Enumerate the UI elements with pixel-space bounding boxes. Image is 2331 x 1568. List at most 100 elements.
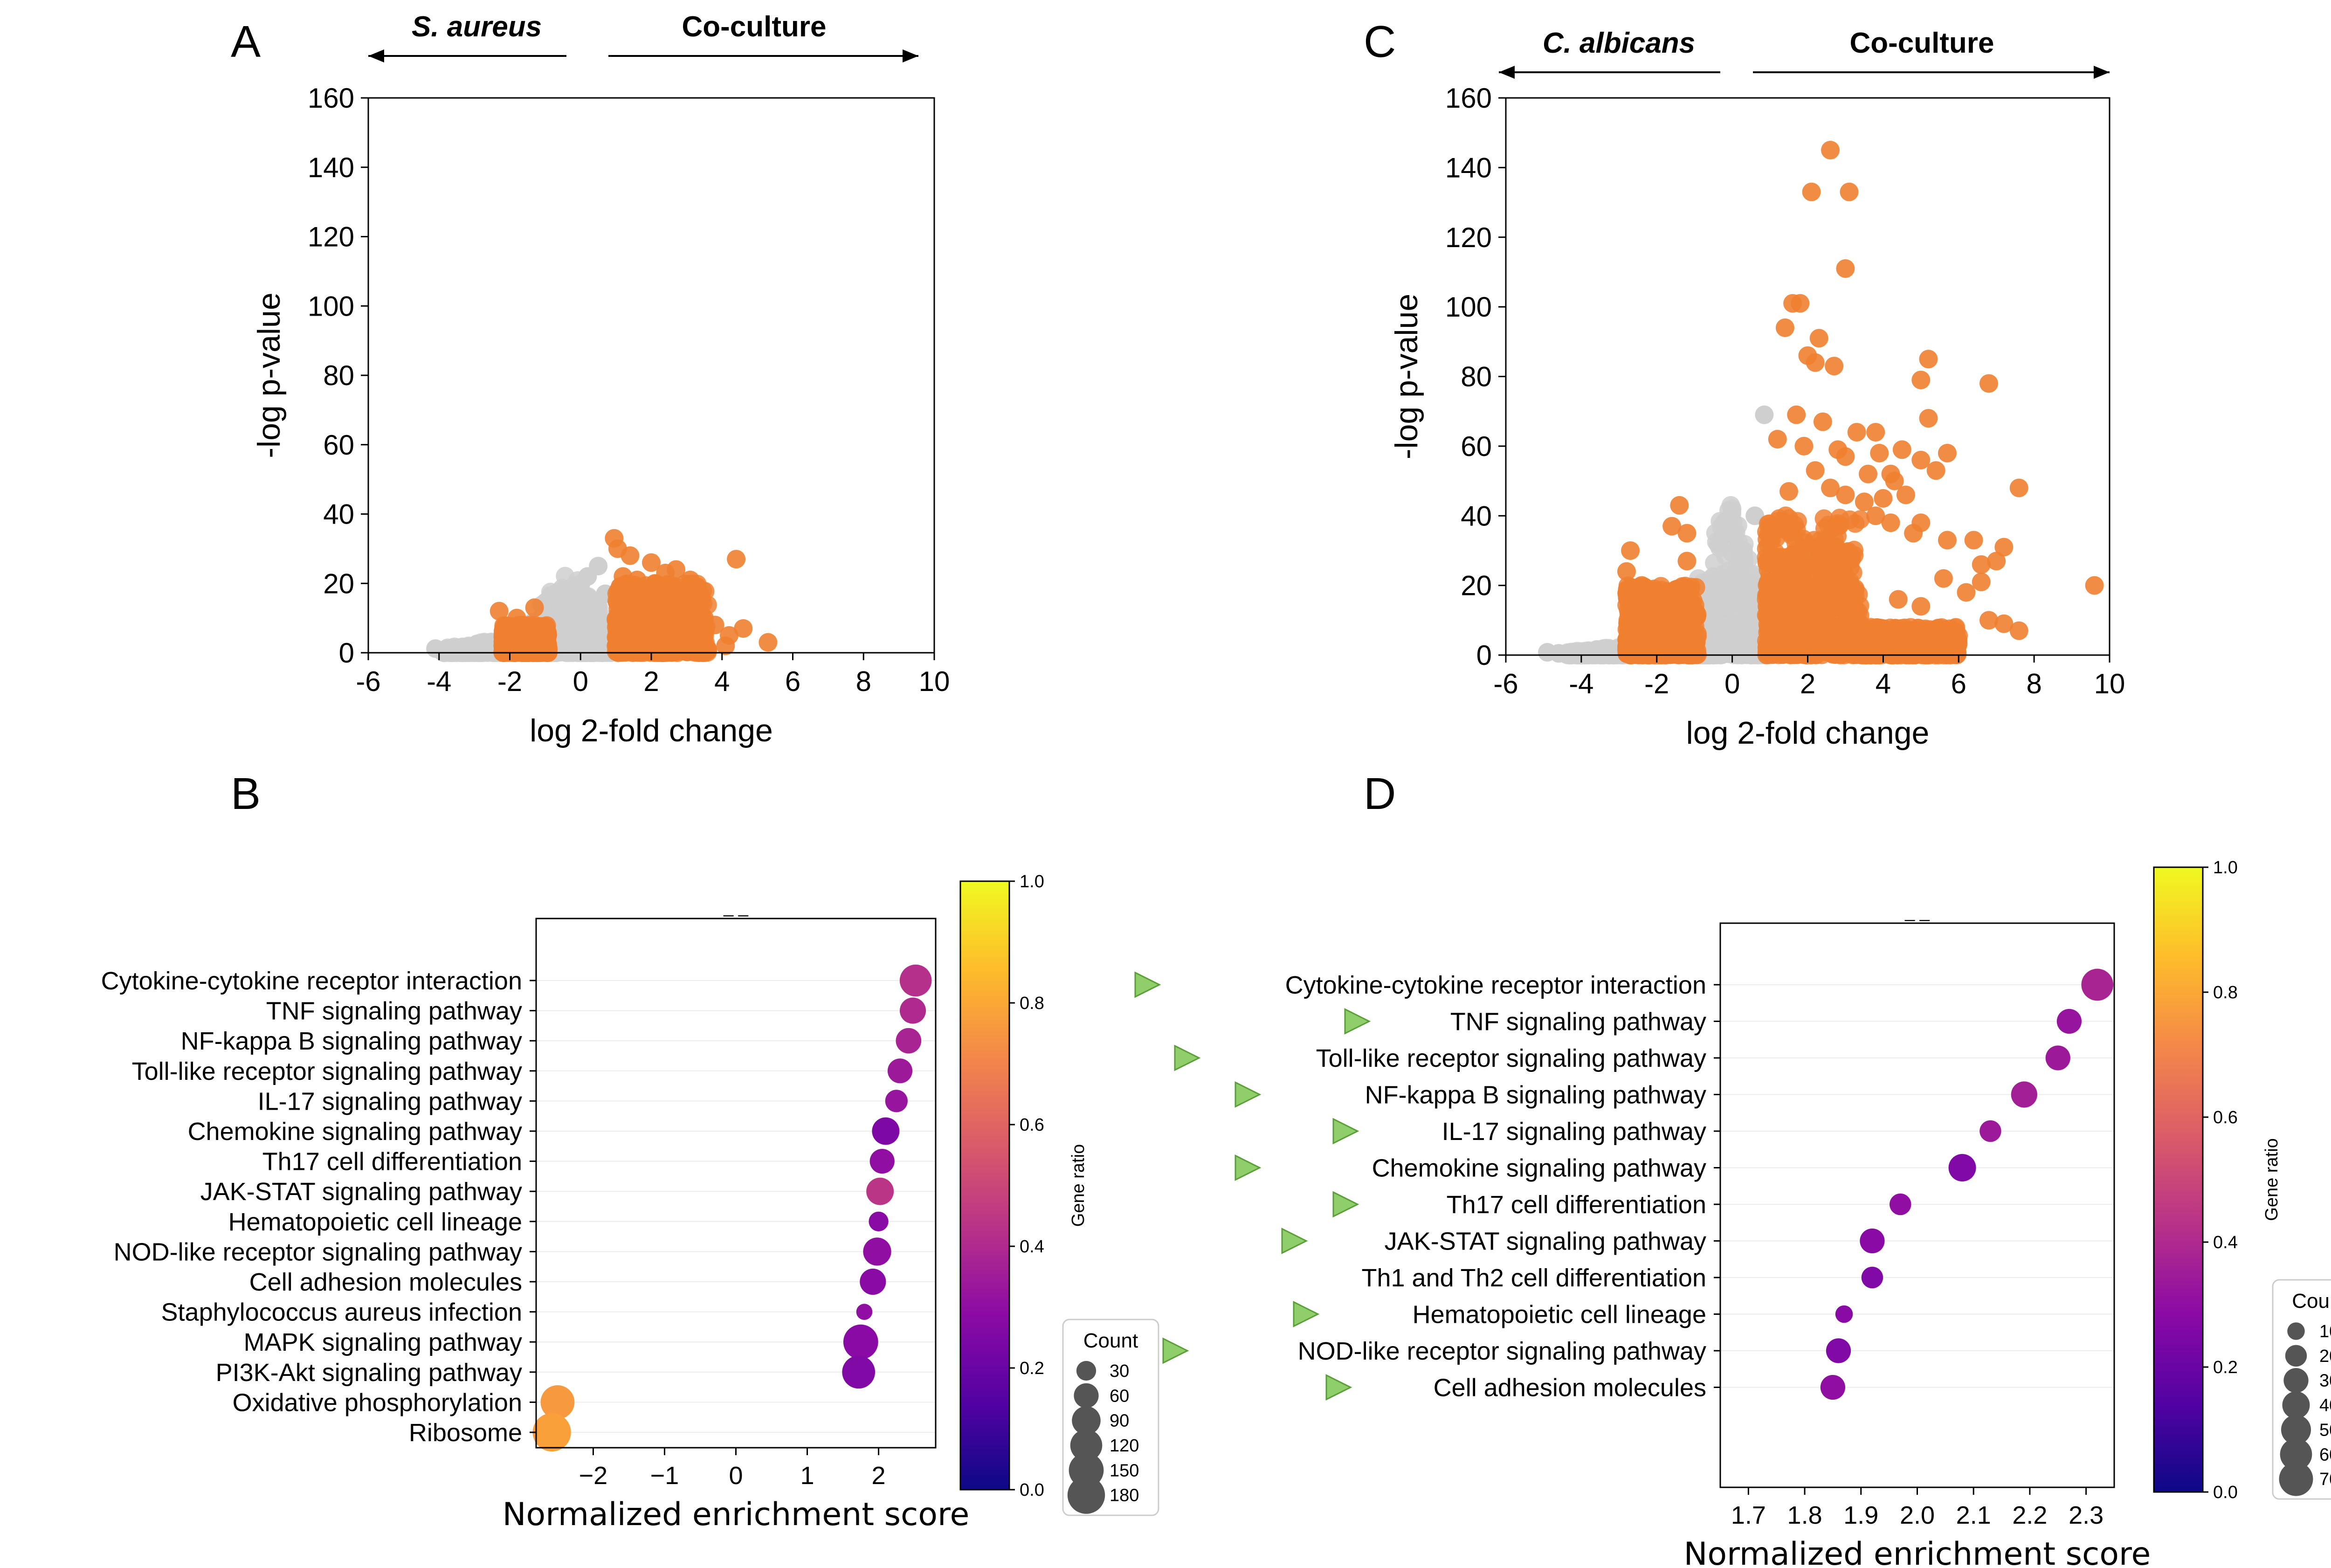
significant-gene-point bbox=[1889, 590, 1908, 609]
x-axis-title: log 2-fold change bbox=[530, 713, 773, 748]
significant-gene-point bbox=[1840, 182, 1859, 201]
significant-gene-point bbox=[1825, 357, 1844, 376]
size-legend-label: 70 bbox=[2319, 1470, 2331, 1489]
significant-gene-point bbox=[1836, 485, 1855, 504]
pathway-point bbox=[842, 1355, 876, 1389]
size-legend-label: 50 bbox=[2319, 1420, 2331, 1440]
y-tick-label: 20 bbox=[323, 568, 354, 599]
x-tick-label: -2 bbox=[497, 666, 522, 697]
pathway-label: IL-17 signaling pathway bbox=[258, 1087, 522, 1115]
significant-gene-point bbox=[1777, 520, 1796, 539]
size-legend-label: 90 bbox=[1110, 1411, 1129, 1431]
significant-gene-point bbox=[1972, 573, 1991, 592]
significant-gene-point bbox=[663, 633, 682, 652]
significant-gene-point bbox=[1791, 294, 1810, 313]
significant-gene-point bbox=[1847, 423, 1866, 442]
significant-gene-point bbox=[1859, 464, 1877, 484]
significant-gene-point bbox=[609, 591, 628, 610]
pathway-point bbox=[885, 1090, 908, 1112]
nonsignificant-gene-point bbox=[541, 588, 560, 607]
significant-gene-point bbox=[507, 608, 526, 628]
significant-gene-point bbox=[1766, 641, 1786, 660]
pathway-point bbox=[1860, 1228, 1885, 1254]
significant-gene-point bbox=[1987, 552, 2006, 571]
nonsignificant-gene-point bbox=[458, 638, 477, 657]
significant-gene-point bbox=[1617, 562, 1636, 581]
size-legend-marker bbox=[1076, 1361, 1097, 1381]
significant-gene-point bbox=[1926, 461, 1945, 480]
x-tick-label: 2.0 bbox=[1900, 1501, 1935, 1529]
nonsignificant-gene-point bbox=[440, 641, 459, 660]
significant-gene-point bbox=[1845, 597, 1864, 616]
significant-gene-point bbox=[642, 553, 661, 572]
size-legend-marker bbox=[2285, 1345, 2307, 1367]
size-legend-label: 40 bbox=[2319, 1396, 2331, 1416]
x-tick-label: -2 bbox=[1644, 668, 1669, 699]
significant-gene-point bbox=[759, 633, 778, 652]
pathway-point bbox=[2056, 1008, 2082, 1034]
significant-gene-point bbox=[1775, 318, 1794, 337]
significant-gene-point bbox=[525, 598, 544, 617]
highlight-triangle-icon bbox=[1332, 1118, 1359, 1145]
significant-gene-point bbox=[1665, 643, 1684, 663]
nonsignificant-gene-point bbox=[1755, 405, 1774, 424]
colorbar-tick-label: 0.8 bbox=[2213, 983, 2238, 1002]
pathway-label: TNF signaling pathway bbox=[1450, 1008, 1706, 1036]
size-legend-label: 180 bbox=[1110, 1486, 1139, 1506]
significant-gene-point bbox=[614, 567, 633, 586]
x-tick-label: 4 bbox=[1876, 668, 1891, 699]
significant-gene-point bbox=[1765, 594, 1785, 614]
colorbar-label: Gene ratio bbox=[2262, 1138, 2282, 1221]
size-legend-marker bbox=[1074, 1383, 1099, 1408]
y-tick-label: 100 bbox=[308, 290, 354, 322]
size-legend-label: 60 bbox=[1110, 1386, 1129, 1406]
y-tick-label: 160 bbox=[308, 83, 354, 114]
significant-gene-point bbox=[1787, 557, 1806, 576]
significant-gene-point bbox=[1806, 461, 1825, 480]
pathway-point bbox=[896, 1028, 922, 1054]
plot-frame bbox=[1719, 922, 2115, 1488]
size-legend-marker bbox=[2282, 1391, 2310, 1419]
nonsignificant-gene-point bbox=[1711, 569, 1731, 588]
pathway-point bbox=[869, 1149, 895, 1174]
pathway-label: Cytokine-cytokine receptor interaction bbox=[101, 967, 522, 995]
panel-letter: A bbox=[231, 17, 261, 67]
significant-gene-point bbox=[1759, 536, 1778, 555]
highlight-triangle-icon bbox=[1344, 1008, 1371, 1035]
pathway-label: Oxidative phosphorylation bbox=[233, 1388, 522, 1416]
size-legend-title: Count bbox=[1083, 1329, 1138, 1352]
significant-gene-point bbox=[1912, 622, 1931, 641]
significant-gene-point bbox=[1758, 615, 1777, 634]
significant-gene-point bbox=[2085, 576, 2104, 595]
left-arrowhead bbox=[1499, 66, 1515, 79]
significant-gene-point bbox=[1881, 513, 1900, 532]
y-tick-label: 0 bbox=[1476, 640, 1492, 671]
pathway-point bbox=[1979, 1120, 2001, 1142]
x-tick-label: 2.2 bbox=[2012, 1501, 2047, 1529]
pathway-point bbox=[1890, 1193, 1911, 1216]
pathway-label: Toll-like receptor signaling pathway bbox=[132, 1057, 522, 1085]
nonsignificant-gene-point bbox=[589, 557, 608, 576]
pathway-point bbox=[866, 1177, 894, 1205]
significant-gene-point bbox=[727, 550, 746, 569]
size-legend-title: Count bbox=[2292, 1290, 2331, 1312]
pathway-label: NOD-like receptor signaling pathway bbox=[1298, 1337, 1706, 1365]
significant-gene-point bbox=[1814, 546, 1833, 565]
significant-gene-point bbox=[490, 601, 509, 621]
pathway-point bbox=[899, 964, 932, 997]
x-tick-label: -6 bbox=[356, 666, 380, 697]
significant-gene-point bbox=[645, 574, 664, 593]
x-axis-title: Normalized enrichment score bbox=[503, 1496, 970, 1533]
x-tick-label: 10 bbox=[919, 666, 950, 697]
y-tick-label: 140 bbox=[1445, 152, 1492, 183]
x-tick-label: 1.9 bbox=[1843, 1501, 1878, 1529]
y-tick-label: 60 bbox=[1461, 431, 1492, 462]
pathway-point bbox=[856, 1304, 873, 1320]
x-tick-label: 8 bbox=[856, 666, 871, 697]
colorbar-tick-label: 0.8 bbox=[1020, 994, 1044, 1013]
size-legend-marker bbox=[2283, 1368, 2309, 1393]
x-tick-label: 1.7 bbox=[1731, 1501, 1766, 1529]
highlight-triangle-icon bbox=[1293, 1301, 1320, 1327]
significant-gene-point bbox=[1768, 566, 1787, 585]
